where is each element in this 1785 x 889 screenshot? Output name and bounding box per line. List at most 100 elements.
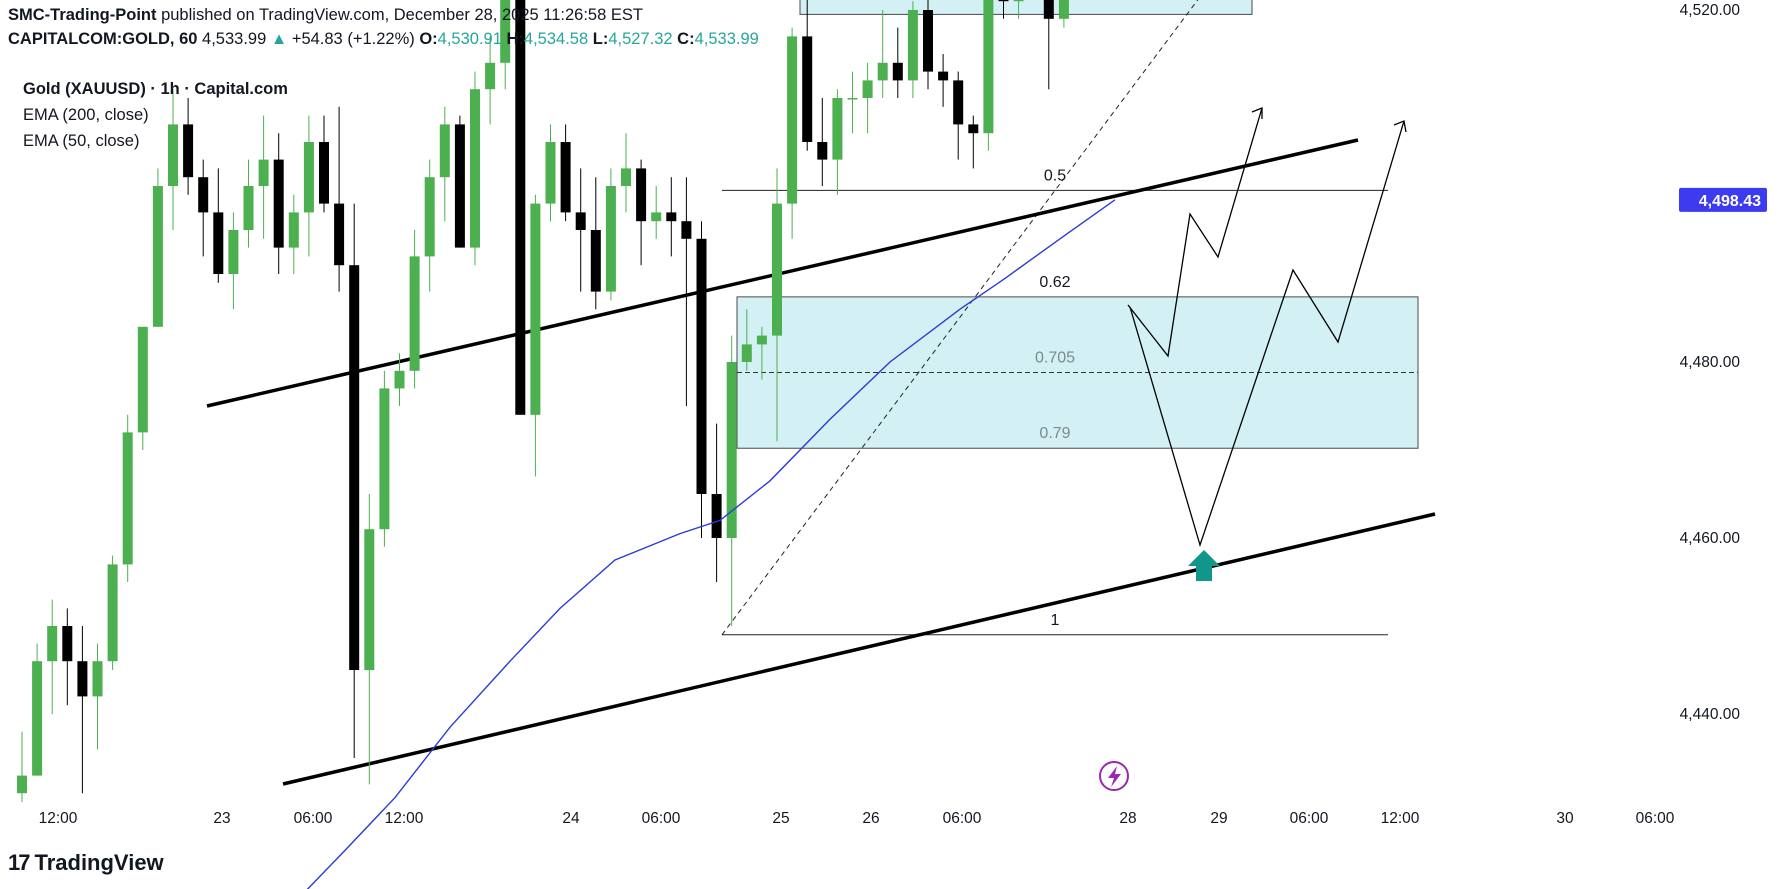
candle-up bbox=[470, 89, 480, 248]
price-tick-label: 4,480.00 bbox=[1680, 354, 1741, 371]
time-tick-label: 06:00 bbox=[943, 810, 982, 827]
candle-down bbox=[711, 494, 722, 538]
candle-up bbox=[107, 564, 118, 662]
publish-line: SMC-Trading-Point published on TradingVi… bbox=[8, 6, 643, 25]
candle-down bbox=[1043, 0, 1054, 19]
high-label: H: bbox=[506, 30, 524, 48]
candle-up bbox=[303, 142, 314, 213]
candle-up bbox=[545, 142, 556, 204]
candle-down bbox=[998, 0, 1009, 2]
candle-up bbox=[137, 326, 148, 433]
low-label: L: bbox=[592, 30, 609, 48]
projection-path-lower bbox=[1129, 120, 1405, 548]
candle-up bbox=[787, 36, 798, 204]
candle-up bbox=[152, 186, 163, 327]
candle-up bbox=[832, 98, 843, 160]
candle-down bbox=[349, 265, 360, 670]
projection-arrowhead bbox=[1393, 120, 1407, 133]
candle-down bbox=[666, 212, 677, 222]
price-change: +54.83 (+1.22%) bbox=[291, 30, 415, 48]
time-tick-label: 24 bbox=[562, 810, 580, 827]
candle-up bbox=[92, 661, 103, 697]
candle-up bbox=[530, 203, 541, 415]
author-name[interactable]: SMC-Trading-Point bbox=[8, 6, 157, 24]
open-label: O: bbox=[419, 30, 438, 48]
fib-level-label: 0.79 bbox=[1039, 425, 1070, 442]
candle-up bbox=[877, 62, 888, 81]
candle-down bbox=[953, 80, 964, 125]
candle-up bbox=[1013, 0, 1024, 2]
candle-up bbox=[983, 0, 994, 134]
candle-up bbox=[847, 98, 858, 100]
candle-up bbox=[500, 0, 511, 63]
candle-up bbox=[258, 159, 269, 186]
projection-arrowhead bbox=[1251, 107, 1263, 119]
candle-up bbox=[424, 177, 435, 257]
legend-ema50[interactable]: EMA (50, close) bbox=[23, 132, 140, 150]
candle-up bbox=[741, 344, 752, 362]
symbol-interval[interactable]: CAPITALCOM:GOLD, 60 bbox=[8, 30, 198, 48]
candle-down bbox=[636, 168, 647, 222]
time-tick-label: 12:00 bbox=[385, 810, 424, 827]
candle-up bbox=[288, 212, 299, 248]
candle-up bbox=[243, 186, 254, 230]
time-tick-label: 29 bbox=[1210, 810, 1227, 827]
candle-up bbox=[394, 370, 405, 389]
candle-up bbox=[651, 212, 662, 222]
candle-down bbox=[923, 10, 933, 72]
candle-up bbox=[17, 775, 27, 794]
candle-up bbox=[439, 124, 450, 178]
candle-up bbox=[726, 362, 737, 538]
time-tick-label: 06:00 bbox=[642, 810, 681, 827]
high-value: 4,534.58 bbox=[523, 30, 589, 48]
candle-down bbox=[77, 661, 88, 697]
time-tick-label: 12:00 bbox=[1381, 810, 1420, 827]
candle-down bbox=[62, 626, 73, 662]
legend-title[interactable]: Gold (XAUUSD) · 1h · Capital.com bbox=[23, 80, 288, 98]
candle-up bbox=[122, 432, 133, 565]
time-tick-label: 28 bbox=[1119, 810, 1136, 827]
candle-up bbox=[862, 80, 873, 98]
price-tick-label: 4,520.00 bbox=[1680, 2, 1741, 19]
fib-level-label: 0.5 bbox=[1044, 167, 1066, 184]
fib-level-label: 0.62 bbox=[1039, 274, 1070, 291]
lightning-bolt-icon bbox=[1099, 761, 1129, 791]
open-value: 4,530.91 bbox=[437, 30, 502, 48]
candle-up bbox=[47, 626, 58, 662]
candle-up bbox=[364, 529, 375, 670]
candle-down bbox=[515, 0, 526, 415]
price-axis[interactable]: 4,440.004,460.004,480.004,520.004,540.00… bbox=[1625, 0, 1767, 723]
candle-down bbox=[454, 124, 465, 248]
fib-level-label: 0.705 bbox=[1035, 350, 1075, 367]
candle-down bbox=[802, 36, 813, 142]
tradingview-wordmark: TradingView bbox=[34, 850, 164, 875]
time-tick-label: 12:00 bbox=[39, 810, 78, 827]
close-value: 4,533.99 bbox=[694, 30, 759, 48]
candle-down bbox=[213, 212, 224, 274]
zone-box bbox=[799, 0, 1253, 15]
fib-level-label: 1 bbox=[1051, 612, 1060, 629]
candle-up bbox=[1058, 0, 1069, 19]
tradingview-logo[interactable]: 17 TradingView bbox=[8, 850, 164, 876]
time-tick-label: 06:00 bbox=[1290, 810, 1329, 827]
lightning-bolt-glyph bbox=[1108, 766, 1121, 787]
teal-up-arrow-icon bbox=[1188, 550, 1220, 581]
ema50-line bbox=[306, 199, 1116, 889]
time-axis[interactable]: 12:00 23 06:00 12:00 24 06:00 25 26 06:00 28 29 06:… bbox=[39, 810, 1675, 827]
candle-up bbox=[228, 230, 239, 274]
candle-down bbox=[560, 142, 571, 213]
candle-down bbox=[968, 124, 979, 134]
ohlc-line: CAPITALCOM:GOLD, 60 4,533.99 ▲ +54.83 (+… bbox=[8, 30, 759, 49]
time-tick-label: 06:00 bbox=[294, 810, 333, 827]
candles bbox=[17, 0, 1069, 802]
candle-up bbox=[409, 256, 420, 371]
candle-up bbox=[621, 168, 631, 186]
candle-down bbox=[696, 238, 707, 494]
legend-ema200[interactable]: EMA (200, close) bbox=[23, 106, 149, 124]
candle-down bbox=[273, 159, 284, 248]
candle-down bbox=[183, 124, 194, 178]
annotations bbox=[1099, 107, 1407, 791]
tradingview-mark-icon: 17 bbox=[8, 850, 31, 875]
